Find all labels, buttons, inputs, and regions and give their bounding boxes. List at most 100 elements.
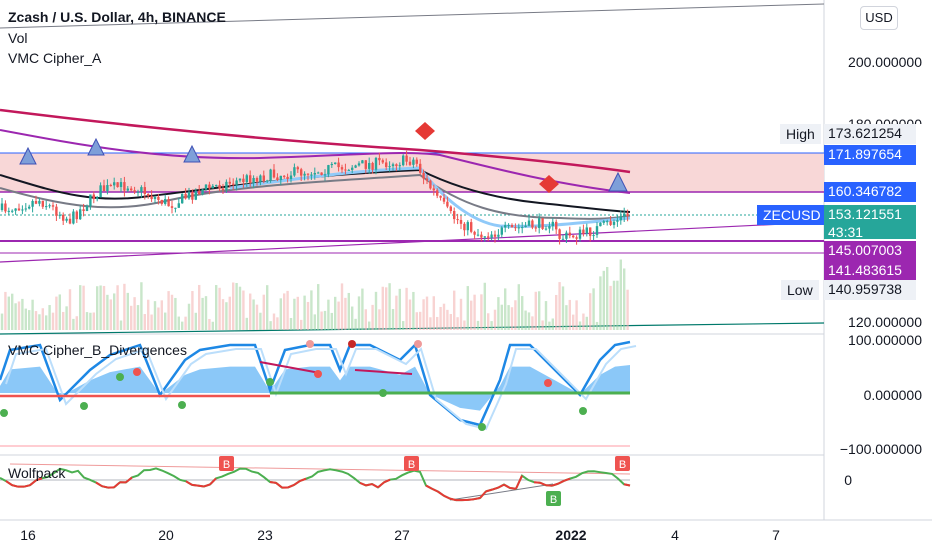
volume-bar bbox=[255, 304, 259, 330]
wolfpack-segment-bearish bbox=[11, 484, 19, 488]
wolfpack-segment-bearish bbox=[197, 484, 205, 488]
candle-body bbox=[425, 178, 429, 181]
volume-bar bbox=[395, 295, 398, 330]
currency-button[interactable]: USD bbox=[860, 6, 898, 30]
volume-bar bbox=[412, 291, 415, 330]
candle-body bbox=[459, 219, 463, 224]
volume-bar bbox=[368, 321, 371, 330]
indicator-wolfpack-label[interactable]: Wolfpack bbox=[8, 465, 66, 481]
volume-bar bbox=[589, 293, 592, 330]
candle-body bbox=[198, 190, 201, 195]
diamond-sell-marker bbox=[539, 175, 559, 193]
candle-body bbox=[419, 163, 422, 173]
volume-bar bbox=[126, 292, 129, 330]
candle-body bbox=[541, 218, 544, 229]
volume-bar bbox=[398, 288, 401, 330]
volume-bar bbox=[432, 296, 435, 330]
volume-bar bbox=[313, 314, 316, 330]
wolfpack-segment-bearish bbox=[485, 488, 493, 493]
wolfpack-segment-bearish bbox=[437, 490, 445, 497]
volume-bar bbox=[181, 321, 184, 330]
wolfpack-segment-bearish bbox=[425, 484, 433, 490]
candle-body bbox=[466, 222, 469, 231]
volume-bar bbox=[609, 285, 612, 330]
volume-bar bbox=[136, 305, 140, 330]
volume-bar bbox=[623, 268, 626, 330]
signal-dot bbox=[306, 340, 314, 348]
candle-body bbox=[28, 206, 31, 209]
signal-dot bbox=[348, 340, 356, 348]
candle-body bbox=[357, 163, 361, 166]
volume-bar bbox=[191, 291, 194, 330]
volume-bar bbox=[575, 300, 578, 330]
wolfpack-b-marker bbox=[615, 456, 630, 471]
volume-bar bbox=[459, 298, 463, 330]
candle-series bbox=[0, 150, 629, 245]
price-tick: 120.000000 bbox=[848, 314, 922, 330]
candle-body bbox=[381, 160, 384, 163]
candle-body bbox=[286, 176, 289, 179]
candle-body bbox=[38, 200, 41, 204]
volume-bar bbox=[147, 299, 150, 330]
candle-body bbox=[187, 191, 191, 199]
candle-body bbox=[21, 209, 24, 211]
ma-red bbox=[0, 108, 631, 174]
triangle-up-marker bbox=[87, 137, 105, 156]
candle-body bbox=[242, 178, 245, 183]
wolfpack-segment-bearish bbox=[383, 478, 391, 484]
candle-body bbox=[538, 218, 541, 228]
volume-bar bbox=[92, 312, 95, 330]
candle-body bbox=[476, 234, 480, 236]
triangle-up-marker bbox=[19, 146, 37, 165]
candle-body bbox=[24, 208, 27, 210]
volume-bar bbox=[425, 296, 429, 330]
wolfpack-segment-bearish bbox=[533, 481, 541, 484]
candle-body bbox=[136, 191, 140, 193]
volume-bar bbox=[279, 298, 282, 330]
candle-body bbox=[446, 201, 449, 207]
volume-bar bbox=[422, 299, 425, 330]
indicator-vmc-b-label[interactable]: VMC Cipher_B_Divergences bbox=[8, 342, 187, 358]
volume-bar bbox=[449, 314, 452, 330]
triangle-up-marker bbox=[183, 144, 201, 163]
wolfpack-segment-bearish bbox=[29, 479, 37, 486]
candle-body bbox=[160, 199, 163, 204]
candle-body bbox=[259, 175, 262, 182]
candle-body bbox=[412, 159, 415, 165]
candle-body bbox=[619, 216, 622, 221]
b-marker-label: B bbox=[408, 459, 415, 471]
volume-bar bbox=[123, 283, 126, 330]
volume-bar bbox=[599, 276, 602, 330]
volume-bar bbox=[218, 287, 221, 330]
volume-bar bbox=[289, 317, 293, 330]
price-tick-partial: 180.000000 bbox=[848, 116, 922, 124]
candle-body bbox=[221, 188, 225, 191]
volume-bar bbox=[286, 290, 289, 330]
candle-body bbox=[75, 211, 78, 220]
candle-body bbox=[558, 229, 561, 239]
indicator-vol-label[interactable]: Vol bbox=[8, 30, 28, 46]
volume-bar bbox=[476, 320, 480, 330]
wolfpack-segment-bearish bbox=[287, 484, 295, 489]
volume-bar bbox=[371, 304, 374, 330]
candle-body bbox=[531, 220, 534, 228]
candle-body bbox=[422, 172, 425, 179]
volume-bar bbox=[153, 301, 157, 330]
level-tag-145: 145.007003 bbox=[824, 241, 916, 261]
signal-dot bbox=[314, 370, 322, 378]
candle-body bbox=[85, 206, 89, 212]
candle-body bbox=[119, 182, 123, 188]
divergence-line bbox=[354, 369, 413, 375]
indicator-vmc-a-label[interactable]: VMC Cipher_A bbox=[8, 50, 102, 66]
wolfpack-tick: 0 bbox=[844, 472, 852, 488]
volume-bar bbox=[470, 300, 473, 330]
chart-title[interactable]: Zcash / U.S. Dollar, 4h, BINANCE bbox=[8, 9, 226, 25]
candle-body bbox=[439, 195, 442, 198]
candle-body bbox=[572, 235, 575, 238]
volume-bar bbox=[293, 298, 296, 330]
candle-body bbox=[55, 206, 58, 216]
candle-body bbox=[150, 195, 153, 200]
volume-bar bbox=[140, 282, 143, 330]
candle-body bbox=[68, 218, 72, 224]
